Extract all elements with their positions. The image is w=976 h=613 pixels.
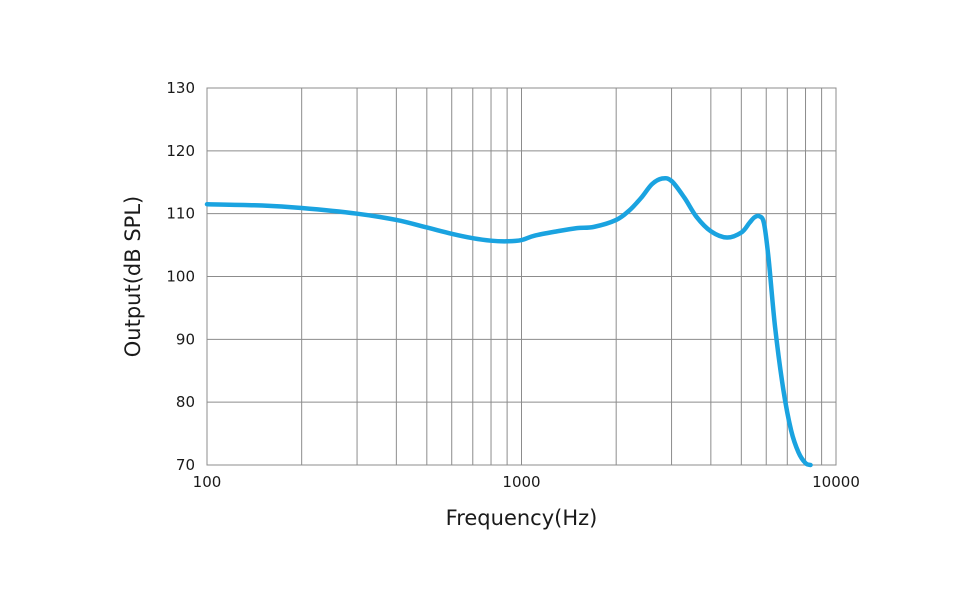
grid [207,88,836,465]
tick-labels: 70 80 90 100 110 120 130 100 1000 10000 [166,79,860,491]
series-layer [204,175,813,468]
x-axis-title: Frequency(Hz) [446,506,598,530]
y-tick-label: 70 [176,456,195,474]
y-tick-label: 120 [166,142,195,160]
y-tick-label: 100 [166,268,195,286]
y-tick-label: 90 [176,330,195,348]
series-line [204,175,813,468]
x-tick-label: 1000 [502,473,540,491]
y-tick-label: 110 [166,205,195,223]
y-tick-label: 80 [176,393,195,411]
y-axis-title: Output(dB SPL) [121,196,145,357]
x-tick-label: 10000 [812,473,860,491]
x-tick-label: 100 [193,473,222,491]
y-tick-label: 130 [166,79,195,97]
plot-frame [206,87,837,466]
